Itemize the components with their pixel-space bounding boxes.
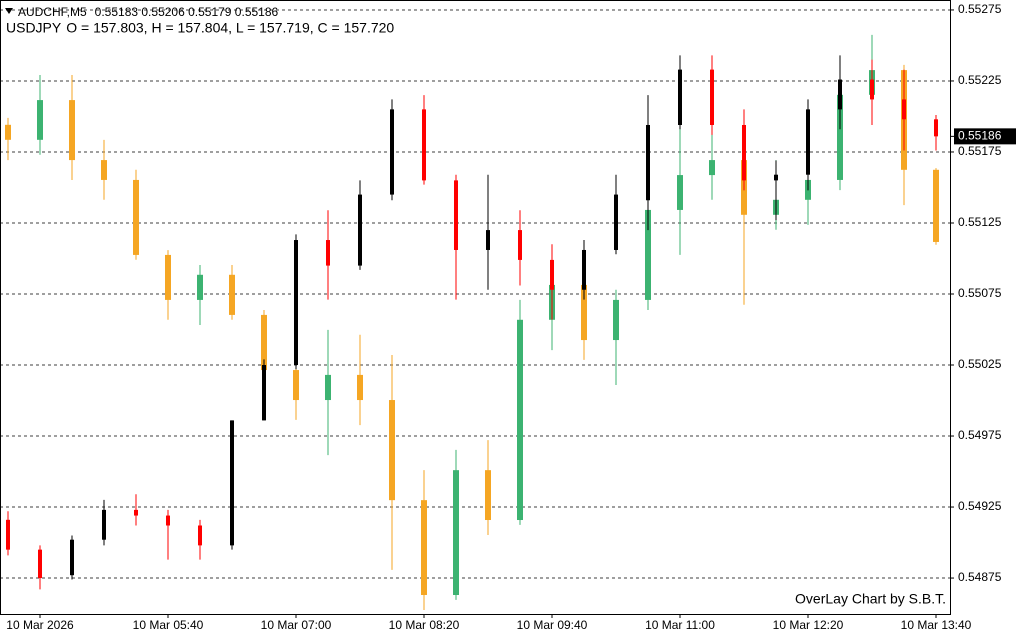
y-tick-label: 0.55125 (958, 215, 1002, 229)
candle-body (454, 180, 458, 250)
candle-body (69, 100, 75, 161)
candle-body (198, 525, 202, 546)
candle-body (229, 274, 235, 315)
y-tick-label: 0.55175 (958, 144, 1002, 158)
candle-body (6, 519, 10, 550)
candle-body (293, 370, 299, 401)
candle-body (326, 240, 330, 266)
y-tick-label: 0.55275 (958, 2, 1002, 16)
plot-frame (0, 0, 951, 615)
candle-body (37, 100, 43, 140)
candle-body (101, 160, 107, 180)
y-tick-label: 0.55025 (958, 357, 1002, 371)
y-tick-label: 0.55075 (958, 286, 1002, 300)
candle-body (294, 240, 298, 366)
candle-body (837, 94, 843, 180)
candle-body (613, 299, 619, 341)
watermark: OverLay Chart by S.B.T. (795, 591, 946, 607)
y-tick-label: 0.54875 (958, 570, 1002, 584)
candle-body (774, 174, 778, 181)
candle-body (38, 549, 42, 579)
x-tick-label: 10 Mar 09:40 (517, 618, 588, 632)
candle-body (677, 175, 683, 210)
y-tick-label: 0.54925 (958, 499, 1002, 513)
candle-body (902, 99, 906, 120)
overlay-name: USDJPY (6, 20, 62, 36)
candle-body (709, 160, 715, 176)
candle-body (5, 124, 11, 140)
candle-body (453, 470, 459, 596)
candle-body (166, 515, 170, 526)
candle-body (581, 284, 587, 341)
candle-body (134, 509, 138, 516)
candle-body (165, 254, 171, 300)
candle-body (486, 230, 490, 250)
candle-body (390, 109, 394, 195)
candle-body (645, 209, 651, 300)
candle-body (133, 179, 139, 255)
symbol-name: AUDCHF,M5 (18, 5, 87, 19)
x-tick-label: 10 Mar 08:20 (389, 618, 460, 632)
candle-body (230, 420, 234, 546)
candle-body (582, 249, 586, 290)
candle-body (421, 500, 427, 596)
candle-body (197, 274, 203, 300)
price-box (954, 128, 1016, 145)
candle-body (870, 79, 874, 100)
candle-body (710, 69, 714, 125)
candle-body (358, 194, 362, 266)
candle-body (485, 470, 491, 521)
candle-body (262, 365, 266, 421)
candle-body (389, 400, 395, 501)
candle-body (70, 539, 74, 576)
candle-body (517, 319, 523, 521)
x-tick-label: 10 Mar 11:00 (645, 618, 715, 632)
overlay-ohlc: O = 157.803, H = 157.804, L = 157.719, C… (66, 20, 394, 36)
candle-body (518, 230, 522, 260)
candle-body (614, 194, 618, 250)
candle-body (102, 509, 106, 540)
candle-body (646, 124, 650, 201)
candle-body (325, 374, 331, 401)
x-tick-label: 10 Mar 13:40 (901, 618, 972, 632)
y-tick-label: 0.54975 (958, 428, 1002, 442)
candle-body (678, 69, 682, 125)
candle-body (838, 79, 842, 110)
candle-body (422, 109, 426, 181)
symbol-ohlc: 0.55183 0.55206 0.55179 0.55186 (95, 5, 279, 19)
y-tick-label: 0.55225 (958, 73, 1002, 87)
candle-body (261, 314, 267, 371)
candle-body (357, 374, 363, 401)
current-price: 0.55186 (958, 129, 1002, 143)
x-tick-label: 10 Mar 2026 (6, 618, 74, 632)
x-tick-label: 10 Mar 05:40 (133, 618, 204, 632)
candle-body (742, 124, 746, 181)
candle-body (806, 109, 810, 175)
x-tick-label: 10 Mar 12:20 (773, 618, 844, 632)
candle-body (550, 259, 554, 290)
candle-body (934, 119, 938, 137)
x-tick-label: 10 Mar 07:00 (261, 618, 332, 632)
candle-body (933, 169, 939, 242)
